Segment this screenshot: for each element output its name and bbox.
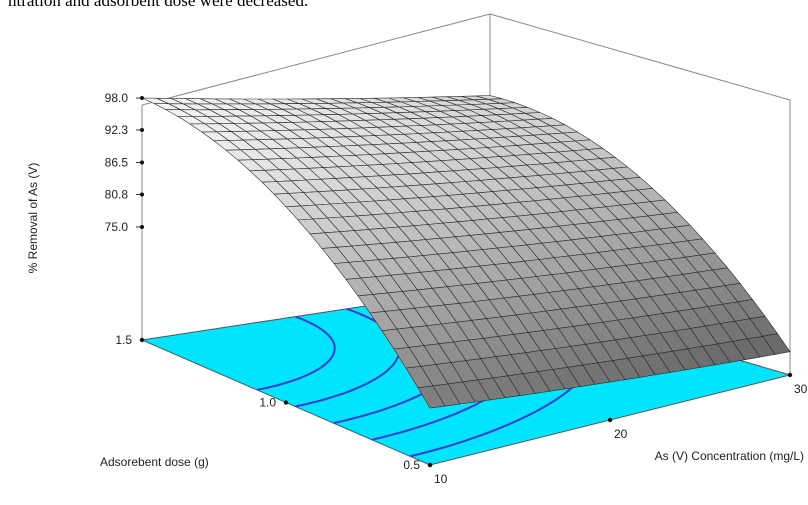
contour-line xyxy=(256,315,336,391)
x-axis-title: As (V) Concentration (mg/L) xyxy=(655,449,804,463)
response-surface xyxy=(141,95,791,409)
y-tick-dot xyxy=(283,400,289,405)
y-tick-dot xyxy=(139,337,145,343)
box-top-left xyxy=(141,13,491,106)
x-tick-label: 10 xyxy=(434,472,448,486)
surface-cell xyxy=(417,385,446,409)
x-tick-dot xyxy=(427,462,433,468)
z-tick-dot xyxy=(140,160,144,165)
x-tick-label: 20 xyxy=(614,427,628,441)
y-tick-label: 1.5 xyxy=(115,333,132,347)
x-tick-dot xyxy=(787,372,793,378)
y-tick-label: 0.5 xyxy=(403,458,420,472)
z-tick-dot xyxy=(140,225,144,229)
axes: 98.0 92.3 86.5 80.8 75.0 0.5 1.0 1.5 10 20 30 % Rem… xyxy=(26,91,808,486)
x-tick-dot xyxy=(607,417,613,423)
z-tick-label: 86.5 xyxy=(105,156,129,170)
z-tick-label: 98.0 xyxy=(105,91,129,105)
x-tick-label: 30 xyxy=(794,382,808,396)
z-tick-label: 80.8 xyxy=(105,187,129,201)
z-tick-dot xyxy=(140,96,144,100)
y-tick-label: 1.0 xyxy=(259,396,276,410)
z-tick-label: 92.3 xyxy=(105,123,129,137)
z-tick-label: 75.0 xyxy=(105,220,129,234)
z-tick-dot xyxy=(140,127,144,132)
z-axis-title: % Removal of As (V) xyxy=(26,163,40,274)
box-top-right xyxy=(489,13,791,101)
y-axis-title: Adsorebent dose (g) xyxy=(100,455,209,469)
z-tick-dot xyxy=(140,192,144,197)
caption-text: ntration and adsorbent dose were decreas… xyxy=(8,0,309,10)
